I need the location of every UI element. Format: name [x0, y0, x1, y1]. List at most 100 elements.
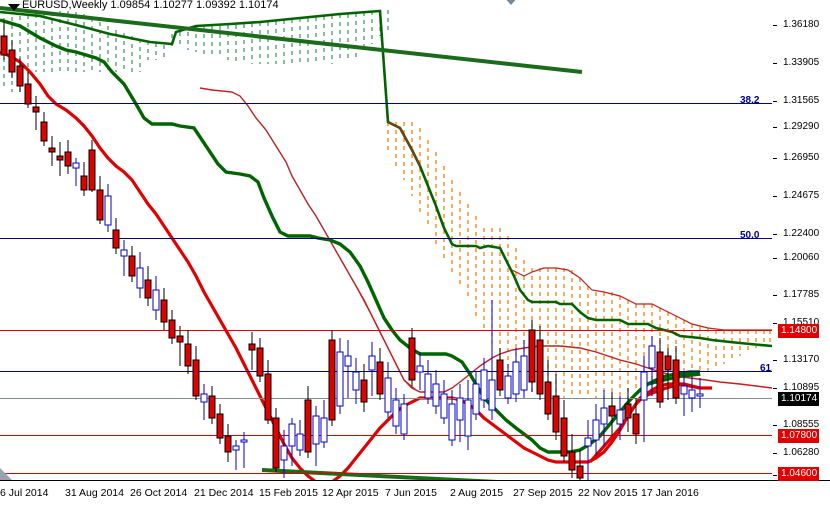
- hline-fib-50-0: [0, 238, 772, 239]
- candle-body: [200, 393, 208, 403]
- candle-body: [80, 175, 88, 191]
- candle-body: [592, 419, 600, 441]
- candle-body: [64, 151, 72, 167]
- time-axis-label: 6 Jul 2014: [0, 487, 49, 499]
- price-axis-value-tag: 1.04600: [778, 467, 820, 481]
- time-axis-label: 21 Dec 2014: [194, 487, 254, 499]
- candle-body: [552, 395, 560, 433]
- time-axis-label: 12 Apr 2015: [322, 487, 379, 499]
- candle-body: [448, 403, 456, 441]
- top-scroll-marker-icon[interactable]: [503, 0, 519, 5]
- candle-body: [352, 371, 360, 391]
- candle-body: [544, 381, 552, 415]
- candle-body: [360, 379, 368, 403]
- price-axis-tick: [773, 127, 777, 128]
- candle-body: [696, 393, 704, 397]
- candle-body: [400, 403, 408, 435]
- candle-body: [216, 413, 224, 439]
- candle-body: [120, 249, 128, 257]
- time-axis-label: 26 Oct 2014: [130, 487, 188, 499]
- price-axis-tick: [773, 158, 777, 159]
- candle-body: [608, 405, 616, 417]
- price-axis-value-tag: 1.07800: [778, 429, 820, 443]
- candle-body: [112, 229, 120, 249]
- price-axis-value-tag: 1.10174: [778, 392, 820, 406]
- candle-body: [648, 345, 656, 369]
- candle-body: [208, 395, 216, 419]
- candle-body: [224, 435, 232, 453]
- candle-body: [408, 337, 416, 381]
- price-axis[interactable]: 1.36180 1.33905 1.31565 1.29290 1.26950 1.246…: [772, 0, 830, 481]
- price-axis-value-tag: 1.14800: [778, 324, 820, 338]
- candle-body: [104, 195, 112, 226]
- time-axis-label: 27 Sep 2015: [513, 487, 573, 499]
- candle-body: [328, 339, 336, 421]
- candle-body: [480, 369, 488, 401]
- chart-shift-marker-icon[interactable]: [0, 468, 12, 480]
- candle-body: [416, 365, 424, 373]
- candle-body: [48, 147, 56, 153]
- price-axis-label: 1.33905: [783, 57, 820, 68]
- hline-support-1-07800: [0, 435, 772, 436]
- trendline-upper: [0, 6, 583, 74]
- price-axis-label: 1.06280: [783, 447, 820, 458]
- candle-body: [304, 399, 312, 453]
- candle-body: [280, 445, 288, 461]
- price-axis-tick: [773, 295, 777, 296]
- price-axis-tick: [773, 388, 777, 389]
- candle-body: [392, 399, 400, 427]
- kumo-bullish-fill: [3, 10, 389, 96]
- candle-body: [520, 355, 528, 391]
- candle-body: [240, 439, 248, 443]
- price-axis-tick: [773, 360, 777, 361]
- trendline-lower: [261, 468, 498, 480]
- candle-body: [184, 343, 192, 367]
- hline-fib-38-2: [0, 103, 772, 104]
- candle-body: [192, 359, 200, 397]
- price-axis-label: 1.08555: [783, 419, 820, 430]
- time-axis-label: 2 Aug 2015: [450, 487, 504, 499]
- candle-body: [160, 299, 168, 323]
- candle-body: [336, 351, 344, 407]
- candle-body: [40, 121, 48, 142]
- candle-body: [688, 389, 696, 399]
- price-axis-tick: [773, 453, 777, 454]
- candle-body: [664, 355, 672, 371]
- candle-body: [128, 255, 136, 277]
- hline-resistance-1-14800: [0, 330, 772, 331]
- price-axis-label: 1.26950: [783, 152, 820, 163]
- candle-body: [136, 267, 144, 289]
- candle-body: [56, 155, 64, 161]
- candle-body: [632, 413, 640, 435]
- candle-body: [96, 189, 104, 221]
- candle-body: [576, 465, 584, 479]
- plot-area[interactable]: 38.2 50.0 61.8: [0, 0, 772, 480]
- candle-body: [312, 415, 320, 445]
- fib-label-61-8: 61.8: [760, 363, 772, 374]
- candle-body: [424, 373, 432, 399]
- chart-title: EURUSD,Weekly 1.09854 1.10277 1.09392 1.…: [22, 0, 279, 11]
- candle-body: [560, 417, 568, 457]
- price-axis-label: 1.29290: [783, 121, 820, 132]
- candle-body: [320, 417, 328, 443]
- senkou-span-a-line: [0, 9, 772, 348]
- ichimoku-overlay: [0, 6, 772, 480]
- candle-body: [640, 371, 648, 401]
- candle-body: [440, 393, 448, 419]
- price-axis-tick: [773, 63, 777, 64]
- candle-body: [456, 397, 464, 421]
- time-axis-label: 15 Feb 2015: [259, 487, 318, 499]
- candle-body: [528, 329, 536, 383]
- time-axis-divider: [0, 480, 830, 481]
- candle-body: [472, 383, 480, 415]
- candle-body: [376, 361, 384, 395]
- candle-body: [16, 65, 24, 87]
- candle-body: [432, 383, 440, 407]
- time-axis-label: 31 Aug 2014: [65, 487, 124, 499]
- symbol-dropdown-arrow-icon[interactable]: [8, 4, 20, 11]
- candle-body: [536, 339, 544, 395]
- candle-body: [256, 347, 264, 377]
- candle-body: [72, 162, 80, 169]
- time-axis[interactable]: 6 Jul 2014 31 Aug 2014 26 Oct 2014 21 Dec 2…: [0, 481, 830, 511]
